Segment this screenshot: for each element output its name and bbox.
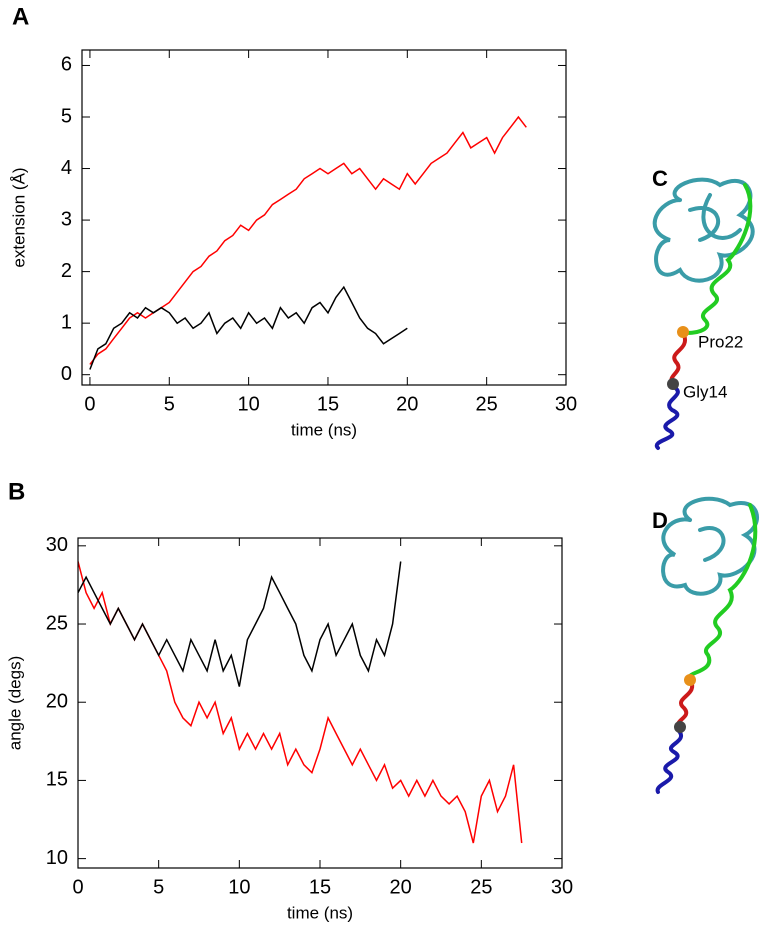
- data-line: [89, 285, 408, 370]
- x-tick-label: 5: [164, 393, 175, 415]
- y-tick-label: 5: [61, 105, 72, 127]
- y-tick-label: 10: [46, 847, 68, 869]
- x-tick-label: 25: [476, 393, 498, 415]
- y-tick-label: 0: [61, 363, 72, 385]
- x-tick-label: 30: [551, 876, 573, 898]
- data-line: [89, 115, 527, 365]
- y-tick-label: 3: [61, 208, 72, 230]
- x-axis-label: time (ns): [287, 903, 353, 922]
- y-tick-label: 20: [46, 690, 68, 712]
- y-tick-label: 1: [61, 311, 72, 333]
- x-tick-label: 20: [390, 876, 412, 898]
- panel-label: D: [652, 508, 668, 533]
- panel-label: B: [8, 478, 25, 505]
- x-tick-label: 0: [72, 876, 83, 898]
- y-tick-label: 2: [61, 260, 72, 282]
- structure-c: [652, 177, 755, 450]
- structure-d: [655, 496, 759, 794]
- x-tick-label: 20: [396, 393, 418, 415]
- y-tick-label: 4: [61, 157, 72, 179]
- x-tick-label: 30: [555, 393, 577, 415]
- data-line: [78, 561, 523, 844]
- x-tick-label: 10: [237, 393, 259, 415]
- panel-label: A: [12, 3, 29, 30]
- plot-frame: [81, 49, 567, 386]
- x-tick-label: 15: [309, 876, 331, 898]
- data-line: [78, 561, 402, 687]
- x-tick-label: 5: [153, 876, 164, 898]
- x-axis-label: time (ns): [291, 420, 357, 439]
- y-axis-label: extension (Å): [9, 167, 28, 267]
- x-tick-label: 25: [470, 876, 492, 898]
- y-tick-label: 25: [46, 612, 68, 634]
- plot-frame: [77, 537, 563, 869]
- x-tick-label: 10: [228, 876, 250, 898]
- y-tick-label: 30: [46, 534, 68, 556]
- x-tick-label: 0: [84, 393, 95, 415]
- x-tick-label: 15: [317, 393, 339, 415]
- y-tick-label: 6: [61, 54, 72, 76]
- residue-label: Pro22: [698, 332, 743, 351]
- residue-label: Gly14: [683, 382, 727, 401]
- y-tick-label: 15: [46, 769, 68, 791]
- panel-label: C: [652, 166, 668, 191]
- y-axis-label: angle (degs): [5, 656, 24, 751]
